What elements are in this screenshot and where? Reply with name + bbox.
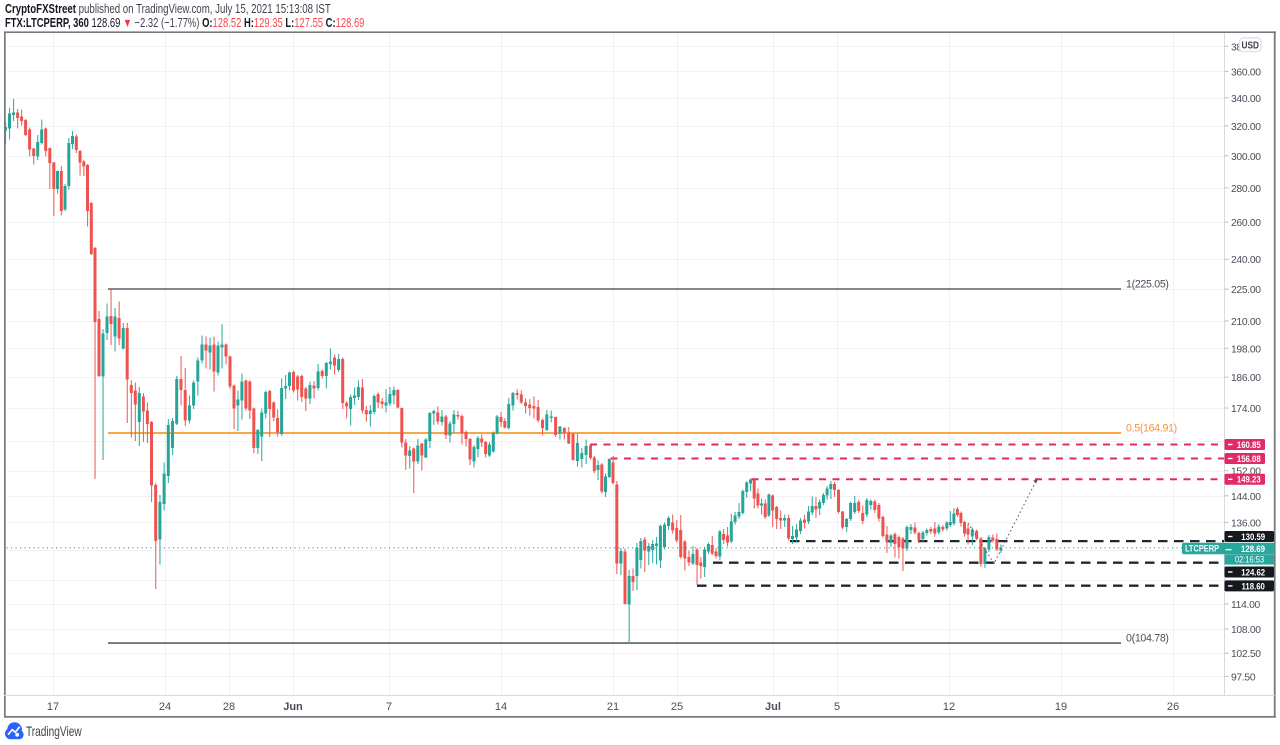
- svg-text:186.00: 186.00: [1231, 373, 1261, 384]
- svg-text:TradingView: TradingView: [26, 724, 82, 740]
- svg-text:210.00: 210.00: [1231, 317, 1261, 328]
- svg-text:102.50: 102.50: [1231, 649, 1261, 660]
- svg-text:152.00: 152.00: [1231, 467, 1261, 478]
- svg-text:97.50: 97.50: [1231, 672, 1256, 683]
- svg-text:124.62: 124.62: [1241, 567, 1265, 578]
- svg-text:320.00: 320.00: [1231, 122, 1261, 133]
- svg-text:198.00: 198.00: [1231, 344, 1261, 355]
- svg-text:280.00: 280.00: [1231, 184, 1261, 195]
- svg-text:19: 19: [1055, 701, 1067, 713]
- svg-text:136.00: 136.00: [1231, 518, 1261, 529]
- svg-text:0(104.78): 0(104.78): [1126, 633, 1169, 645]
- svg-text:114.00: 114.00: [1231, 600, 1261, 611]
- svg-text:14: 14: [495, 701, 507, 713]
- svg-text:160.85: 160.85: [1237, 439, 1261, 450]
- svg-text:28: 28: [223, 701, 235, 713]
- svg-text:130.59: 130.59: [1241, 531, 1265, 542]
- svg-text:156.08: 156.08: [1237, 453, 1261, 464]
- svg-text:FTX:LTCPERP, 360 128.69 ▼ −2.: FTX:LTCPERP, 360 128.69 ▼ −2.32 (−1.77%)…: [5, 17, 364, 31]
- svg-text:CryptoFXStreet published on Tr: CryptoFXStreet published on TradingView.…: [5, 3, 331, 17]
- svg-text:12: 12: [943, 701, 955, 713]
- svg-text:118.60: 118.60: [1242, 581, 1266, 592]
- svg-text:LTCPERP: LTCPERP: [1185, 543, 1219, 554]
- svg-text:USD: USD: [1242, 40, 1260, 51]
- svg-text:260.00: 260.00: [1231, 218, 1261, 229]
- svg-text:128.69: 128.69: [1241, 543, 1265, 554]
- svg-text:360.00: 360.00: [1231, 67, 1261, 78]
- svg-text:340.00: 340.00: [1231, 94, 1261, 105]
- svg-text:144.00: 144.00: [1231, 492, 1261, 503]
- svg-text:149.23: 149.23: [1237, 474, 1261, 485]
- svg-text:0.5(164.91): 0.5(164.91): [1126, 423, 1177, 435]
- svg-text:108.00: 108.00: [1231, 625, 1261, 636]
- svg-text:21: 21: [607, 701, 619, 713]
- svg-text:17: 17: [47, 701, 59, 713]
- svg-text:Jun: Jun: [283, 701, 303, 713]
- svg-text:300.00: 300.00: [1231, 152, 1261, 163]
- svg-text:02:16:53: 02:16:53: [1235, 554, 1265, 565]
- svg-text:225.00: 225.00: [1231, 285, 1261, 296]
- svg-text:240.00: 240.00: [1231, 255, 1261, 266]
- svg-text:5: 5: [834, 701, 840, 713]
- svg-text:26: 26: [1167, 701, 1179, 713]
- svg-text:25: 25: [671, 701, 683, 713]
- svg-text:24: 24: [159, 701, 171, 713]
- svg-text:7: 7: [386, 701, 392, 713]
- svg-text:1(225.05): 1(225.05): [1126, 279, 1169, 291]
- svg-text:174.00: 174.00: [1231, 404, 1261, 415]
- svg-text:Jul: Jul: [765, 701, 781, 713]
